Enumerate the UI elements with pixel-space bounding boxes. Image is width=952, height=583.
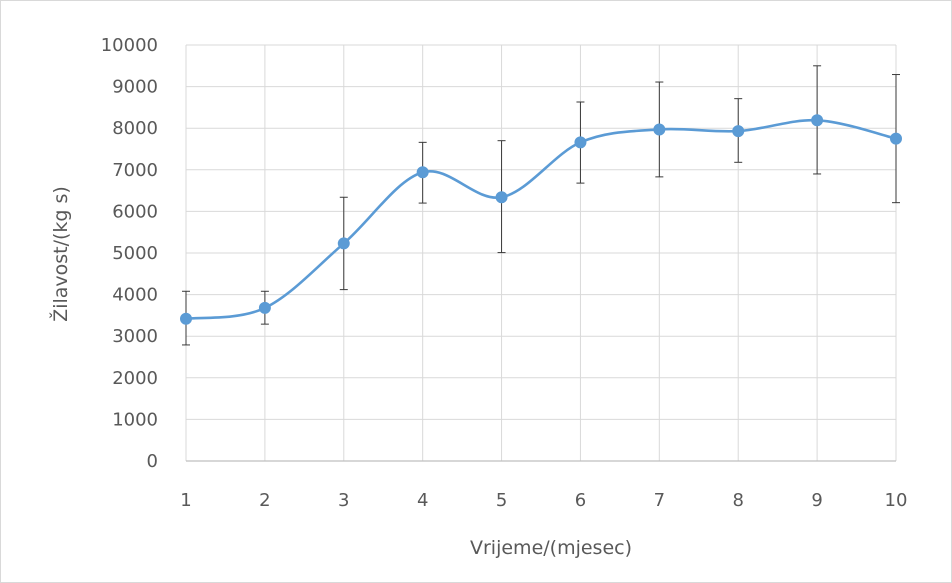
data-point [811,114,824,127]
x-tick-label: 1 [180,490,191,511]
x-tick-label: 9 [811,490,822,511]
x-tick-label: 7 [654,490,665,511]
series-line [184,118,898,321]
data-point [416,166,429,179]
error-bars [182,65,900,346]
data-point [337,237,350,250]
x-tick-label: 10 [885,490,908,511]
y-tick-label: 0 [147,451,158,472]
y-tick-label: 10000 [101,35,158,56]
data-point [574,136,587,149]
y-tick-label: 6000 [112,201,158,222]
grid [185,44,897,461]
y-tick-label: 3000 [112,326,158,347]
data-point [890,132,902,145]
y-axis-title: Žilavost/(kg s) [49,186,72,322]
x-tick-label: 3 [338,490,349,511]
y-tick-label: 1000 [112,409,158,430]
y-tick-label: 5000 [112,243,158,264]
y-tick-label: 2000 [112,368,158,389]
x-tick-label: 5 [496,490,507,511]
data-point [653,123,666,136]
data-point [495,191,508,204]
x-axis-title: Vrijeme/(mjesec) [470,537,632,559]
x-tick-label: 2 [259,490,270,511]
tick-labels: 0 1000 2000 3000 4000 5000 6000 7000 8000 9000 100… [101,35,908,511]
data-point [258,301,271,314]
x-tick-label: 4 [417,490,428,511]
x-tick-label: 6 [575,490,586,511]
y-tick-label: 4000 [112,285,158,306]
x-tick-label: 8 [732,490,743,511]
y-tick-label: 7000 [112,160,158,181]
y-tick-label: 8000 [112,118,158,139]
series-line-layer [184,118,898,321]
data-point [180,312,192,325]
data-points [180,114,902,325]
data-point [732,125,745,138]
y-tick-label: 9000 [112,77,158,98]
